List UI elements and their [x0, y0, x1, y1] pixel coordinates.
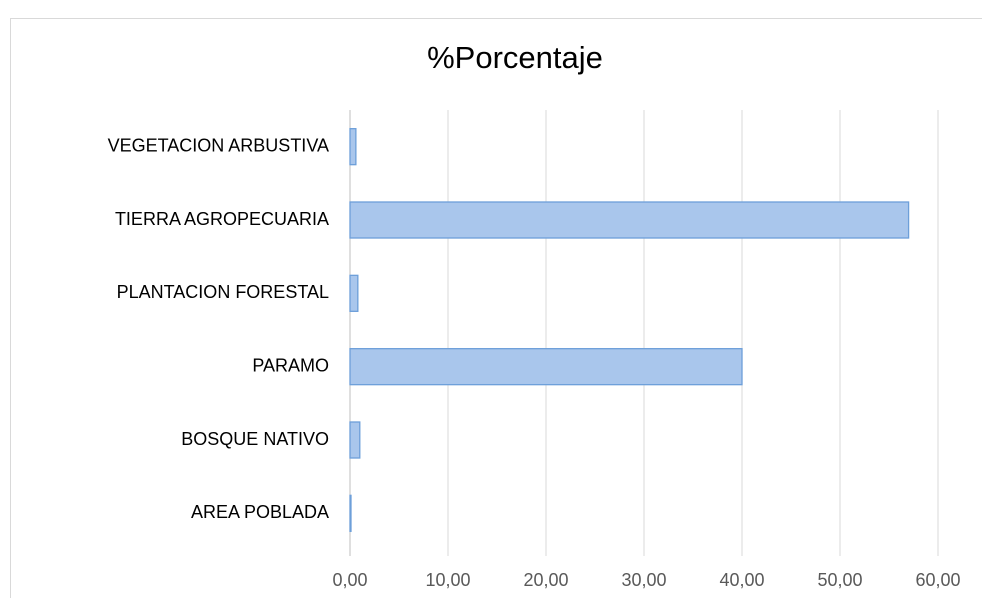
y-tick-label: TIERRA AGROPECUARIA	[115, 209, 329, 229]
y-tick-label: VEGETACION ARBUSTIVA	[108, 135, 329, 155]
x-tick-label: 20,00	[523, 570, 568, 590]
x-tick-label: 30,00	[621, 570, 666, 590]
bar	[349, 201, 910, 239]
x-tick-label: 40,00	[719, 570, 764, 590]
y-tick-label: AREA POBLADA	[191, 502, 329, 522]
y-tick-label: BOSQUE NATIVO	[181, 429, 329, 449]
bar	[349, 494, 352, 532]
chart-title: %Porcentaje	[427, 40, 603, 75]
x-tick-label: 10,00	[425, 570, 470, 590]
x-tick-label: 0,00	[332, 570, 367, 590]
bar	[349, 128, 357, 166]
y-tick-label: PARAMO	[252, 355, 329, 375]
y-tick-label: PLANTACION FORESTAL	[117, 282, 329, 302]
x-tick-label: 50,00	[817, 570, 862, 590]
bar	[349, 274, 359, 312]
chart-border	[10, 18, 982, 598]
bar	[349, 348, 743, 386]
x-tick-label: 60,00	[915, 570, 960, 590]
bar	[349, 421, 361, 459]
